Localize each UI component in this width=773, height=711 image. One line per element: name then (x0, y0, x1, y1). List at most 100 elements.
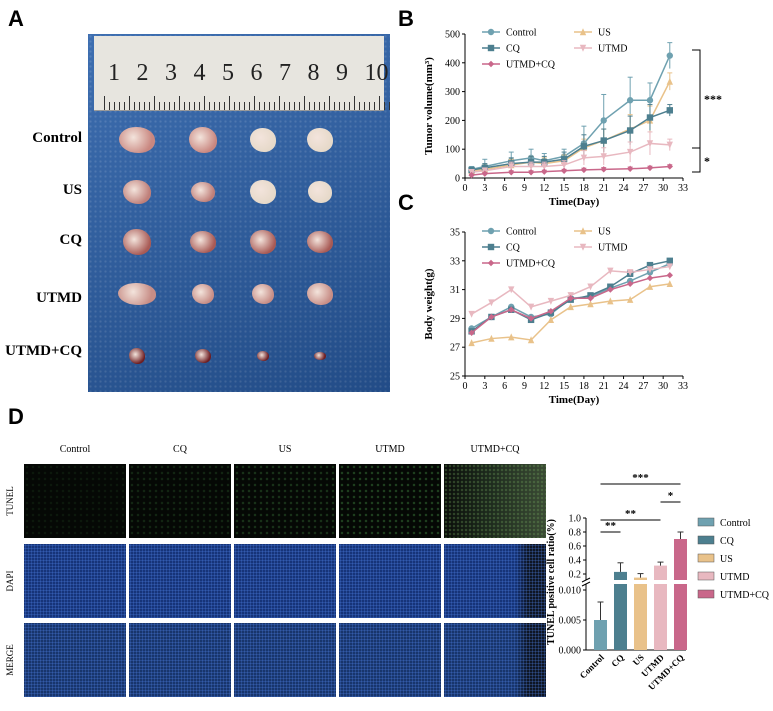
significance-label: ** (605, 520, 617, 532)
x-tick-label: 27 (638, 183, 648, 194)
microscopy-image (444, 623, 546, 697)
bar (614, 571, 627, 580)
y-tick-label: 0 (455, 174, 460, 185)
data-point (541, 168, 548, 175)
data-point (626, 269, 634, 277)
bar (594, 620, 607, 650)
data-point (468, 339, 475, 347)
tumor-sample (118, 283, 156, 305)
data-point (527, 303, 535, 311)
ruler-tick (149, 102, 150, 110)
data-point (646, 164, 654, 172)
legend-swatch (697, 535, 715, 545)
data-point (508, 333, 515, 341)
ruler-tick (144, 102, 145, 110)
ruler-tick (209, 102, 210, 110)
x-tick-label: 33 (678, 381, 688, 392)
legend-label: CQ (506, 243, 521, 254)
legend-swatch (697, 589, 715, 599)
tumor-sample (307, 231, 333, 253)
data-point (600, 166, 607, 173)
ruler-tick (304, 96, 305, 110)
data-point (487, 60, 495, 68)
data-point (626, 97, 634, 104)
ruler-tick (229, 96, 230, 110)
group-label: Control (32, 130, 82, 146)
body-weight-chart: 0 3 6 9 12 15 18 21 24 27 30 33 25 27 29 31 33 35 Time(Day… (423, 227, 688, 407)
axis-break (581, 581, 591, 587)
ruler-tick (214, 102, 215, 110)
y-tick-label: 31 (450, 285, 460, 296)
data-point (666, 263, 673, 271)
x-tick-label: 15 (559, 183, 569, 194)
data-point (579, 227, 587, 235)
data-point (607, 297, 614, 305)
bar (674, 584, 687, 650)
data-point (579, 243, 587, 251)
tumor-sample (119, 127, 155, 153)
bar (654, 565, 667, 580)
tumor-sample (307, 128, 333, 152)
tumor-sample (190, 231, 216, 253)
tumor-sample (123, 229, 151, 255)
bar (634, 577, 647, 580)
x-tick-label: 15 (559, 381, 569, 392)
data-point (646, 283, 654, 290)
ruler-tick (169, 102, 170, 110)
ruler: 1 2 3 4 5 6 7 8 9 10 (94, 36, 390, 111)
data-point (600, 153, 607, 161)
panel-label-d: D (8, 404, 24, 429)
tumor-sample (314, 352, 326, 360)
ruler-tick (129, 96, 130, 110)
microscopy-image (24, 464, 126, 538)
ruler-tick (244, 102, 245, 110)
ruler-tick (374, 102, 375, 110)
ruler-tick (264, 102, 265, 110)
data-point (646, 261, 654, 269)
ruler-number: 3 (165, 60, 177, 86)
data-point (541, 163, 548, 171)
group-label: UTMD (36, 290, 82, 306)
ruler-tick (369, 102, 370, 110)
data-point (626, 295, 634, 303)
data-point (666, 107, 673, 114)
y-tick-label: 1.0 (569, 514, 582, 525)
ruler-tick (194, 102, 195, 110)
x-axis-label: Time(Day) (549, 394, 600, 406)
bar (614, 584, 627, 650)
significance-label: ** (625, 508, 637, 520)
data-point (468, 310, 475, 318)
x-tick-label: CQ (609, 652, 626, 669)
x-tick-label: 12 (539, 381, 549, 392)
ruler-tick (384, 102, 385, 110)
ruler-number: 10 (364, 60, 389, 86)
micro-column-label: CQ (173, 444, 187, 455)
legend-label: Control (720, 518, 751, 529)
panel-label-c: C (398, 190, 414, 215)
y-tick-label: 0.6 (569, 542, 582, 553)
ruler-tick (334, 102, 335, 110)
ruler-tick (184, 102, 185, 110)
ruler-number: 6 (250, 60, 263, 86)
micro-column-label: UTMD (375, 444, 405, 455)
microscopy-image (339, 464, 441, 538)
data-point (547, 297, 555, 305)
group-label: US (62, 182, 82, 198)
ruler-number: 4 (193, 60, 206, 86)
ruler-tick (274, 102, 275, 110)
data-point (560, 167, 568, 174)
ruler-tick (259, 102, 260, 110)
data-point (646, 274, 654, 282)
x-tick-label: 33 (678, 183, 688, 194)
y-tick-label: 27 (450, 343, 460, 354)
data-point (587, 283, 594, 291)
tumor-sample (257, 351, 269, 361)
legend-label: UTMD (720, 572, 749, 583)
micro-row-label: DAPI (5, 570, 15, 592)
ruler-tick (154, 96, 155, 110)
tumor-sample (252, 284, 274, 304)
microscopy-image (234, 464, 336, 538)
y-tick-label: 0.000 (559, 646, 582, 657)
microscopy-image (129, 623, 231, 697)
data-point (508, 169, 515, 176)
